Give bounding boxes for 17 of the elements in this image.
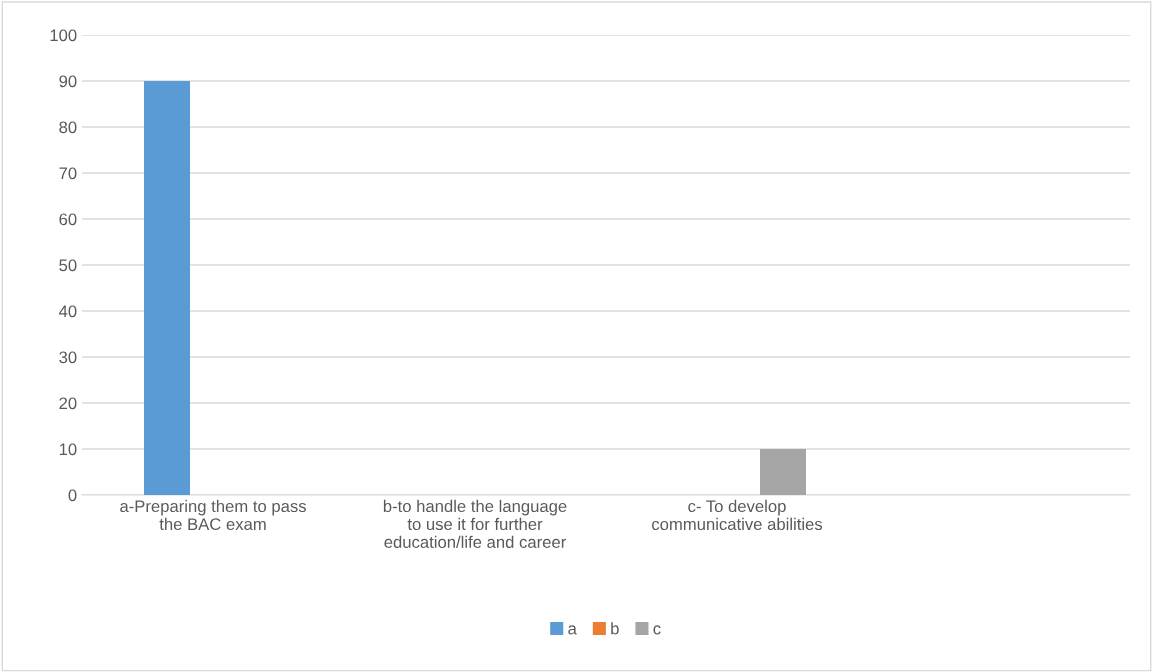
x-tick-label: a-Preparing them to pass the BAC exam [120, 499, 306, 531]
legend-label: c [653, 625, 661, 635]
x-tick-label: b-to handle the language to use it for further education/life and career [383, 499, 567, 549]
y-tick-label: 90 [59, 75, 77, 88]
legend-label: b [611, 622, 619, 635]
y-tick-label: 60 [59, 213, 77, 226]
legend-label: a [568, 625, 577, 635]
y-tick-label: 10 [59, 443, 77, 456]
y-tick-label: 80 [59, 121, 77, 134]
y-tick-label: 100 [50, 29, 77, 42]
y-tick-label: 20 [59, 397, 77, 410]
y-tick-label: 70 [59, 167, 77, 180]
y-tick-label: 30 [59, 351, 77, 364]
y-tick-label: 50 [59, 259, 77, 272]
x-tick-label: c- To develop communicative abilities [652, 499, 823, 531]
y-tick-label: 0 [68, 489, 77, 502]
y-tick-label: 40 [58, 305, 77, 318]
